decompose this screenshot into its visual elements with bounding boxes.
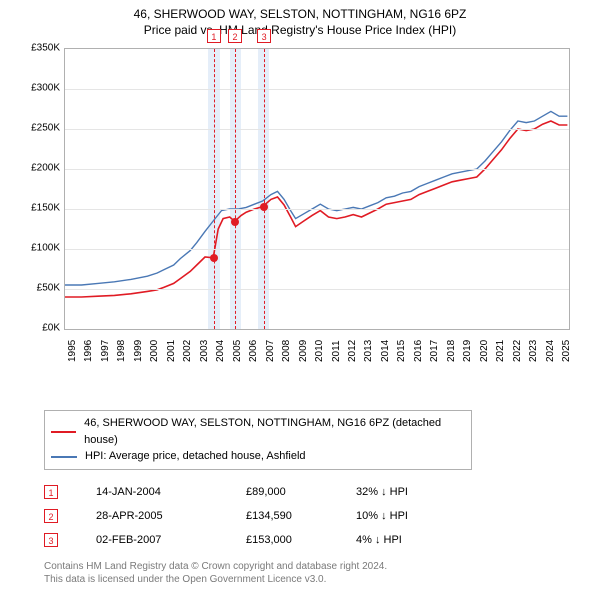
x-tick-label: 2004 (215, 340, 226, 362)
gridline (65, 209, 569, 210)
y-tick-label: £300K (22, 83, 60, 94)
plot-area: 123 (64, 48, 570, 330)
y-tick-label: £200K (22, 163, 60, 174)
x-tick-label: 2010 (314, 340, 325, 362)
y-tick-label: £350K (22, 43, 60, 54)
footer-line-2: This data is licensed under the Open Gov… (44, 573, 592, 587)
attribution-footer: Contains HM Land Registry data © Crown c… (44, 560, 592, 587)
y-tick-label: £150K (22, 203, 60, 214)
sale-row: 1 14-JAN-2004£89,00032% ↓ HPI (44, 480, 592, 504)
x-tick-label: 2007 (265, 340, 276, 362)
x-tick-label: 2022 (512, 340, 523, 362)
line-hpi (65, 112, 567, 286)
sale-marker-line (235, 49, 236, 329)
sale-point (210, 254, 218, 262)
legend-swatch-price (51, 431, 76, 433)
sale-point (231, 218, 239, 226)
sale-point (260, 203, 268, 211)
sale-marker-box: 3 (257, 29, 271, 43)
sale-vs-hpi: 10% ↓ HPI (356, 510, 476, 522)
y-tick-label: £100K (22, 243, 60, 254)
title-line-2: Price paid vs. HM Land Registry's House … (8, 22, 592, 38)
gridline (65, 169, 569, 170)
x-tick-label: 1996 (83, 340, 94, 362)
x-tick-label: 2020 (479, 340, 490, 362)
gridline (65, 289, 569, 290)
sale-marker-box: 2 (228, 29, 242, 43)
x-tick-label: 2008 (281, 340, 292, 362)
gridline (65, 249, 569, 250)
x-tick-label: 2023 (528, 340, 539, 362)
y-tick-label: £0K (22, 323, 60, 334)
x-tick-label: 1999 (133, 340, 144, 362)
x-tick-label: 2018 (446, 340, 457, 362)
x-tick-label: 2017 (429, 340, 440, 362)
x-tick-label: 1998 (116, 340, 127, 362)
sale-index-box: 3 (44, 533, 58, 547)
x-tick-label: 2011 (331, 341, 342, 363)
footer-line-1: Contains HM Land Registry data © Crown c… (44, 560, 592, 574)
x-tick-label: 2009 (298, 340, 309, 362)
title-line-1: 46, SHERWOOD WAY, SELSTON, NOTTINGHAM, N… (8, 6, 592, 22)
x-tick-label: 2013 (363, 340, 374, 362)
sale-price: £89,000 (246, 486, 356, 498)
x-tick-label: 2019 (462, 340, 473, 362)
sale-marker-line (264, 49, 265, 329)
x-tick-label: 2003 (199, 340, 210, 362)
x-tick-label: 2016 (413, 340, 424, 362)
x-tick-label: 2000 (149, 340, 160, 362)
sale-marker-box: 1 (207, 29, 221, 43)
line-series (65, 49, 569, 329)
x-tick-label: 2006 (248, 340, 259, 362)
chart: £0K£50K£100K£150K£200K£250K£300K£350K 12… (22, 48, 578, 368)
legend-row-price: 46, SHERWOOD WAY, SELSTON, NOTTINGHAM, N… (51, 415, 465, 448)
x-tick-label: 2001 (166, 340, 177, 362)
sale-vs-hpi: 4% ↓ HPI (356, 534, 476, 546)
sale-row: 2 28-APR-2005£134,59010% ↓ HPI (44, 504, 592, 528)
sale-date: 28-APR-2005 (96, 510, 246, 522)
sale-marker-line (214, 49, 215, 329)
x-tick-label: 2005 (232, 340, 243, 362)
y-tick-label: £250K (22, 123, 60, 134)
x-axis-labels: 1995 1996 1997 1998 1999 2000 2001 2002 2003 2004… (64, 330, 570, 370)
sale-vs-hpi: 32% ↓ HPI (356, 486, 476, 498)
legend-swatch-hpi (51, 456, 77, 458)
sale-price: £134,590 (246, 510, 356, 522)
page-title: 46, SHERWOOD WAY, SELSTON, NOTTINGHAM, N… (8, 6, 592, 38)
sale-date: 02-FEB-2007 (96, 534, 246, 546)
sale-price: £153,000 (246, 534, 356, 546)
x-tick-label: 2002 (182, 340, 193, 362)
sale-index-box: 1 (44, 485, 58, 499)
gridline (65, 129, 569, 130)
sale-row: 3 02-FEB-2007£153,0004% ↓ HPI (44, 528, 592, 552)
x-tick-label: 2014 (380, 340, 391, 362)
x-tick-label: 2024 (545, 340, 556, 362)
legend: 46, SHERWOOD WAY, SELSTON, NOTTINGHAM, N… (44, 410, 472, 470)
legend-label-hpi: HPI: Average price, detached house, Ashf… (85, 448, 306, 465)
legend-row-hpi: HPI: Average price, detached house, Ashf… (51, 448, 465, 465)
x-tick-label: 1997 (100, 340, 111, 362)
gridline (65, 89, 569, 90)
x-tick-label: 2021 (495, 340, 506, 362)
sales-table: 1 14-JAN-2004£89,00032% ↓ HPI 2 28-APR-2005… (44, 480, 592, 552)
y-tick-label: £50K (22, 283, 60, 294)
sale-date: 14-JAN-2004 (96, 486, 246, 498)
x-tick-label: 1995 (67, 340, 78, 362)
x-tick-label: 2025 (561, 340, 572, 362)
x-tick-label: 2015 (396, 340, 407, 362)
sale-index-box: 2 (44, 509, 58, 523)
x-tick-label: 2012 (347, 340, 358, 362)
legend-label-price: 46, SHERWOOD WAY, SELSTON, NOTTINGHAM, N… (84, 415, 465, 448)
